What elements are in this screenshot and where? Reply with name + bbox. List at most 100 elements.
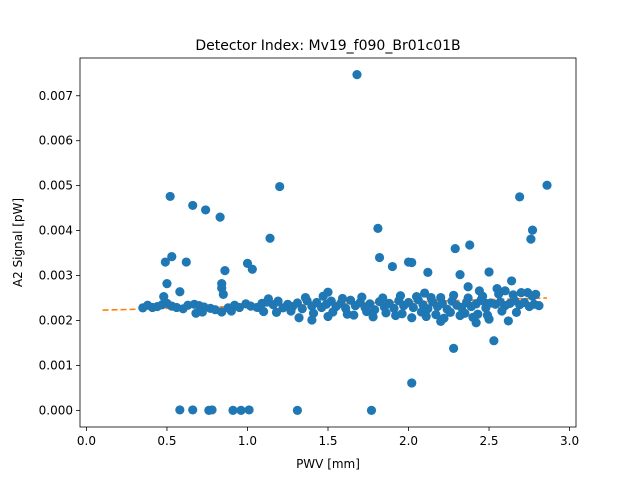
data-point (201, 205, 211, 215)
data-point (162, 279, 172, 289)
data-point (265, 233, 275, 243)
data-point (188, 200, 198, 211)
x-axis: 0.0 0.5 1.0 1.5 2.0 2.5 3.0 (77, 427, 579, 448)
data-point (215, 212, 225, 222)
data-point (420, 288, 430, 298)
data-point (197, 307, 207, 317)
data-point (489, 336, 499, 346)
data-point (449, 290, 459, 300)
data-point (381, 308, 391, 318)
data-point (160, 257, 170, 267)
data-point (516, 288, 526, 298)
y-tick-label: 0.004 (39, 224, 73, 238)
data-point (286, 306, 296, 316)
data-point (407, 378, 417, 388)
data-point (323, 287, 333, 297)
plot-area (80, 58, 576, 427)
data-point (307, 315, 317, 325)
data-point (431, 310, 441, 320)
data-point (378, 293, 388, 303)
data-point (408, 302, 418, 313)
data-point (236, 405, 246, 415)
data-point (455, 310, 465, 321)
data-point (395, 291, 406, 301)
x-tick-label: 1.5 (318, 434, 337, 448)
data-point (515, 192, 525, 202)
data-point (165, 191, 175, 202)
data-point (527, 225, 538, 235)
data-point (449, 343, 459, 353)
plot-frame (79, 57, 577, 428)
data-point (228, 405, 238, 415)
data-point (175, 287, 185, 297)
data-point (526, 234, 536, 244)
data-point (387, 261, 398, 272)
x-tick-label: 0.5 (157, 434, 176, 448)
data-point (167, 252, 177, 262)
y-axis-label: A2 Signal [pW] (11, 198, 25, 287)
data-point (175, 405, 185, 415)
data-point (263, 294, 274, 304)
data-point (407, 313, 417, 323)
data-point (247, 264, 257, 274)
data-point (323, 311, 333, 322)
x-axis-label: PWV [mm] (296, 457, 360, 471)
data-point (220, 265, 230, 276)
data-point (374, 252, 385, 263)
data-point (503, 316, 513, 326)
data-point (500, 286, 510, 296)
chart-title: Detector Index: Mv19_f090_Br01c01B (195, 38, 460, 54)
x-tick-label: 1.0 (238, 434, 257, 448)
x-tick-label: 2.5 (479, 434, 498, 448)
x-tick-label: 2.0 (399, 434, 418, 448)
y-tick-label: 0.006 (39, 134, 73, 148)
data-point (292, 405, 303, 415)
y-tick-label: 0.001 (39, 358, 73, 372)
data-point (271, 307, 282, 317)
data-point (362, 306, 372, 317)
data-point (542, 180, 552, 190)
data-point (411, 292, 422, 302)
x-tick-label: 0.0 (77, 434, 96, 448)
data-point (426, 292, 436, 303)
data-point (207, 405, 217, 415)
data-point (297, 304, 307, 314)
data-point (534, 301, 544, 311)
data-point (244, 405, 254, 415)
data-point (463, 293, 473, 303)
y-tick-label: 0.007 (39, 89, 73, 103)
data-point (436, 316, 446, 326)
data-point (450, 243, 460, 254)
data-point (471, 318, 481, 328)
data-point (368, 312, 378, 322)
data-point (258, 306, 269, 317)
data-point (218, 289, 228, 300)
data-point (181, 257, 191, 267)
data-point (275, 181, 285, 192)
data-point (389, 303, 399, 313)
x-tick-label: 3.0 (560, 434, 579, 448)
data-point (366, 405, 377, 415)
y-axis: 0.000 0.001 0.002 0.003 0.004 0.005 0.006 0.007 (39, 89, 80, 417)
data-point (477, 291, 488, 301)
data-point (455, 270, 465, 280)
data-point (497, 306, 507, 316)
data-point (484, 314, 494, 324)
y-tick-label: 0.003 (39, 269, 73, 283)
data-point (226, 306, 236, 316)
data-point (465, 240, 475, 250)
data-point (508, 290, 518, 300)
y-tick-label: 0.005 (39, 179, 73, 193)
data-point (511, 307, 522, 317)
data-point (300, 292, 311, 303)
data-point (349, 310, 359, 320)
data-point (391, 310, 401, 321)
data-point (352, 70, 362, 80)
data-point (370, 305, 380, 315)
data-point (294, 313, 304, 323)
data-point (423, 267, 433, 277)
data-point (407, 257, 417, 268)
data-point (273, 296, 283, 306)
data-point (337, 293, 348, 304)
